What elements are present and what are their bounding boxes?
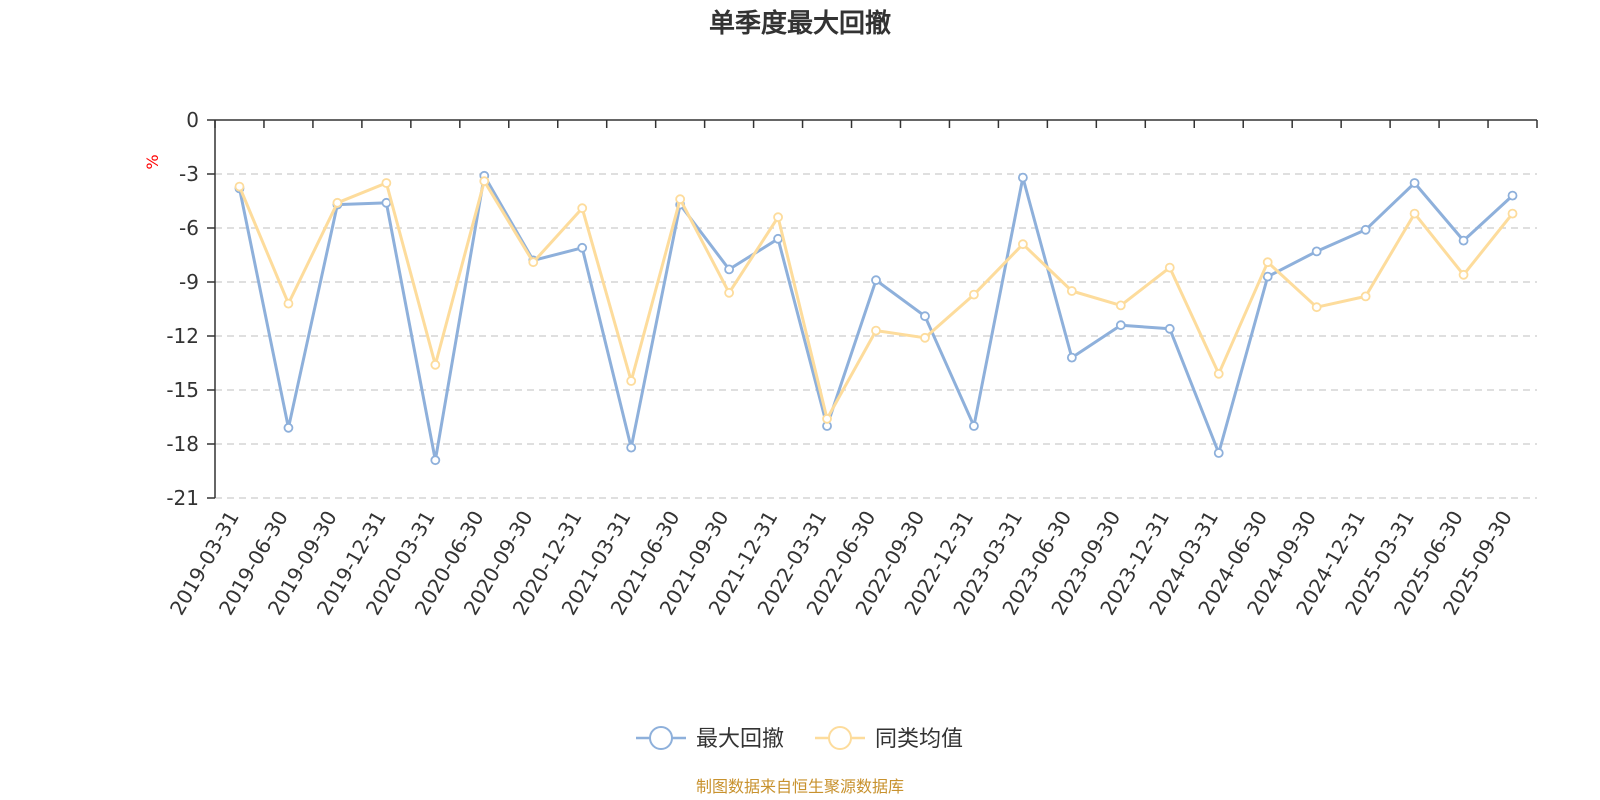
data-point[interactable]	[1213, 448, 1224, 458]
data-point[interactable]	[430, 455, 441, 466]
y-tick-label: -21	[166, 486, 199, 510]
data-point[interactable]	[675, 194, 686, 205]
legend-item[interactable]: 同类均值	[815, 726, 963, 752]
data-point[interactable]	[381, 197, 392, 208]
data-point[interactable]	[969, 289, 979, 300]
y-tick-label: 0	[186, 108, 199, 132]
data-point[interactable]	[626, 442, 637, 453]
data-point[interactable]	[577, 242, 588, 253]
source-note: 制图数据来自恒生聚源数据库	[696, 777, 904, 796]
data-point[interactable]	[1164, 323, 1175, 334]
data-point[interactable]	[1311, 302, 1322, 313]
data-point[interactable]	[773, 212, 783, 223]
data-point[interactable]	[1311, 246, 1322, 257]
data-point[interactable]	[234, 181, 245, 192]
data-point[interactable]	[1213, 368, 1224, 379]
data-point[interactable]	[1066, 286, 1077, 296]
y-tick-label: -15	[166, 378, 199, 402]
data-point[interactable]	[871, 325, 881, 336]
data-point[interactable]	[577, 203, 588, 214]
data-point[interactable]	[528, 257, 539, 268]
data-point[interactable]	[1017, 239, 1028, 250]
legend-label: 最大回撤	[696, 727, 784, 752]
data-point[interactable]	[1409, 208, 1420, 219]
legend[interactable]: 最大回撤 同类均值	[636, 726, 963, 752]
legend-marker	[649, 726, 673, 750]
data-point[interactable]	[1017, 172, 1028, 183]
data-point[interactable]	[381, 178, 392, 188]
y-tick-label: -3	[179, 162, 199, 186]
legend-item[interactable]: 最大回撤	[636, 726, 784, 752]
y-tick-label: -6	[179, 216, 199, 240]
data-point[interactable]	[626, 376, 637, 386]
axes	[207, 119, 1538, 499]
series-group	[234, 170, 1518, 466]
data-point[interactable]	[1360, 224, 1371, 235]
data-point[interactable]	[1409, 178, 1420, 188]
data-point[interactable]	[969, 421, 979, 431]
data-point[interactable]	[1458, 235, 1469, 246]
grid-lines	[215, 173, 1537, 499]
data-point[interactable]	[283, 298, 294, 309]
y-tick-label: -18	[166, 432, 199, 456]
data-point[interactable]	[1115, 300, 1126, 311]
data-point[interactable]	[1066, 352, 1077, 363]
data-point[interactable]	[724, 264, 735, 275]
chart-title: 单季度最大回撤	[709, 8, 891, 39]
data-point[interactable]	[871, 275, 881, 286]
series-line	[238, 174, 1514, 462]
data-point[interactable]	[332, 197, 343, 208]
data-point[interactable]	[724, 287, 735, 298]
data-point[interactable]	[430, 359, 441, 370]
data-point[interactable]	[283, 422, 294, 433]
y-tick-label: -12	[166, 324, 199, 348]
data-point[interactable]	[1164, 262, 1175, 273]
data-point[interactable]	[1507, 208, 1518, 219]
data-point[interactable]	[773, 233, 783, 244]
data-point[interactable]	[1262, 257, 1273, 268]
data-point[interactable]	[920, 332, 930, 343]
data-point[interactable]	[822, 413, 832, 424]
data-point[interactable]	[1458, 269, 1469, 280]
data-point[interactable]	[1115, 320, 1126, 331]
data-point[interactable]	[920, 311, 930, 322]
x-tick-labels: 2019-03-312019-06-302019-09-302019-12-31…	[165, 506, 1517, 619]
series-line	[238, 179, 1514, 421]
legend-label: 同类均值	[875, 727, 963, 752]
y-axis-unit-label: %	[143, 154, 162, 169]
data-point[interactable]	[1262, 271, 1273, 282]
legend-marker	[828, 726, 852, 750]
data-point[interactable]	[479, 176, 490, 187]
data-point[interactable]	[1507, 190, 1518, 201]
y-tick-labels: 0 -3 -6 -9 -12 -15 -18 -21	[166, 108, 199, 510]
y-tick-label: -9	[179, 270, 199, 294]
data-point[interactable]	[1360, 291, 1371, 302]
